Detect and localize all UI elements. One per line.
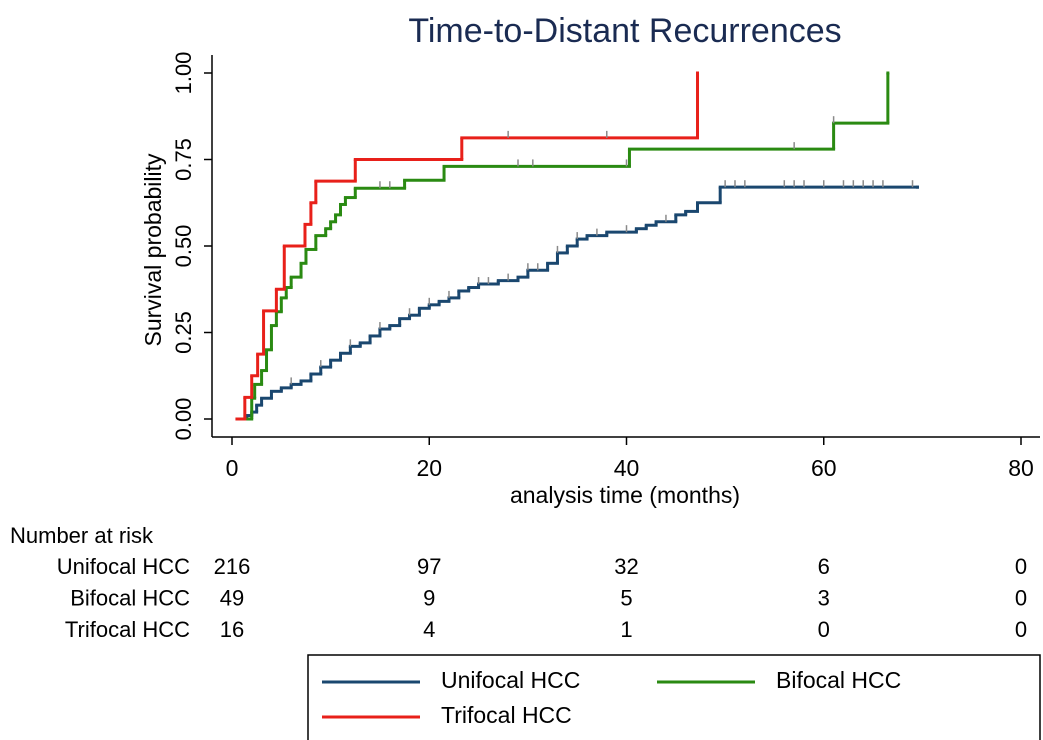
y-tick-label: 0.25: [171, 311, 196, 354]
risk-count: 5: [620, 585, 632, 610]
x-tick-label: 20: [416, 455, 442, 481]
risk-count: 97: [417, 554, 441, 579]
risk-row-label: Trifocal HCC: [65, 617, 190, 642]
y-tick-label: 0.75: [171, 138, 196, 181]
x-tick-label: 0: [226, 455, 239, 481]
legend-label: Trifocal HCC: [441, 702, 572, 728]
risk-count: 0: [1015, 585, 1027, 610]
legend-box: [307, 654, 1041, 740]
risk-count: 0: [1015, 617, 1027, 642]
risk-count: 6: [818, 554, 830, 579]
risk-count: 16: [220, 617, 244, 642]
y-tick-label: 0.00: [171, 398, 196, 441]
y-axis-label: Survival probability: [140, 153, 166, 347]
legend-label: Bifocal HCC: [776, 667, 901, 693]
risk-count: 3: [818, 585, 830, 610]
risk-count: 49: [220, 585, 244, 610]
risk-row-label: Unifocal HCC: [57, 554, 190, 579]
y-tick-label: 1.00: [171, 52, 196, 95]
risk-table-title: Number at risk: [10, 523, 154, 548]
risk-count: 32: [614, 554, 638, 579]
risk-count: 4: [423, 617, 435, 642]
legend-label: Unifocal HCC: [441, 667, 580, 693]
risk-count: 9: [423, 585, 435, 610]
x-tick-label: 60: [811, 455, 837, 481]
risk-count: 0: [818, 617, 830, 642]
risk-count: 0: [1015, 554, 1027, 579]
risk-row-label: Bifocal HCC: [70, 585, 190, 610]
x-tick-label: 40: [614, 455, 640, 481]
x-axis-label: analysis time (months): [510, 482, 740, 508]
x-tick-label: 80: [1008, 455, 1034, 481]
y-tick-label: 0.50: [171, 225, 196, 268]
risk-count: 1: [620, 617, 632, 642]
chart-title: Time-to-Distant Recurrences: [408, 12, 841, 50]
risk-count: 216: [214, 554, 251, 579]
